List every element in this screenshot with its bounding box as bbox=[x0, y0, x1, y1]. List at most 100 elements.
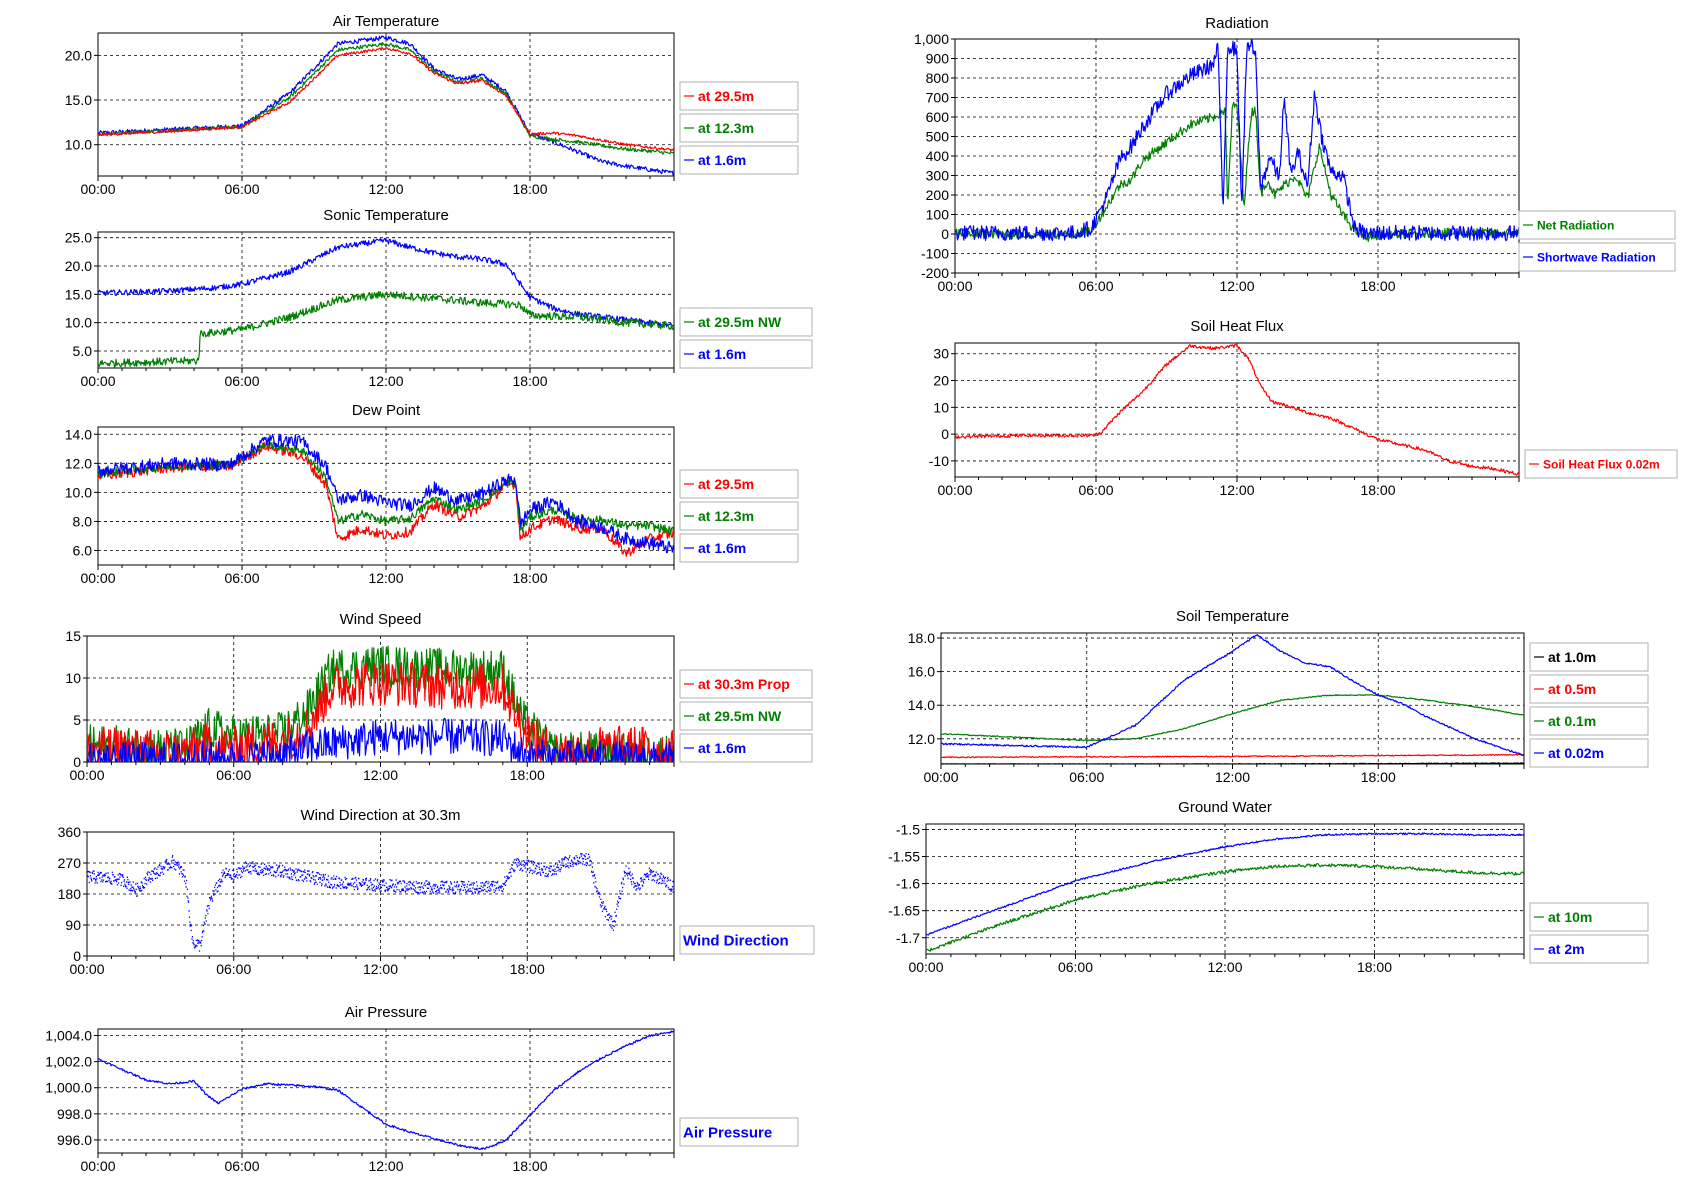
wind-speed-legend-at-29-5m-nw: at 29.5m NW bbox=[679, 701, 813, 731]
sonic-temperature-ytick-label: 20.0 bbox=[65, 258, 92, 274]
soil-heat-flux-xtick-label: 18:00 bbox=[1360, 482, 1395, 498]
sonic-temperature-legend-at-29-5m-nw: at 29.5m NW bbox=[679, 307, 813, 337]
soil-heat-flux-xtick-label: 06:00 bbox=[1078, 482, 1113, 498]
legend-label: at 29.5m bbox=[698, 476, 754, 492]
wind-direction-ytick-label: 90 bbox=[65, 917, 81, 933]
dew-point-legend-at-12-3m: at 12.3m bbox=[679, 501, 799, 531]
radiation-title: Radiation bbox=[1205, 15, 1268, 32]
radiation-legend-shortwave-radiation: Shortwave Radiation bbox=[1518, 242, 1676, 272]
air-pressure-xtick-label: 12:00 bbox=[368, 1158, 403, 1174]
wind-speed-legend-at-30-3m-prop: at 30.3m Prop bbox=[679, 669, 813, 699]
legend-box bbox=[1518, 242, 1676, 272]
soil-heat-flux-chart: Soil Heat Flux -10 0 10 20 30 00:00 06:00 12:00 1… bbox=[929, 318, 1678, 498]
radiation-ytick-label: 600 bbox=[926, 109, 950, 125]
wind-direction-ytick-label: 180 bbox=[58, 886, 82, 902]
ground-water-legend-at-10m: at 10m bbox=[1529, 902, 1649, 932]
soil-heat-flux-ytick-label: -10 bbox=[929, 453, 949, 469]
air-temperature-series-at-29-5m bbox=[98, 46, 674, 152]
legend-box bbox=[679, 1117, 799, 1147]
air-temperature-legend-at-1-6m: at 1.6m bbox=[679, 145, 799, 175]
air-pressure-ytick-label: 1,002.0 bbox=[45, 1054, 92, 1070]
legend-box bbox=[679, 701, 813, 731]
dew-point-ytick-label: 10.0 bbox=[65, 484, 92, 500]
soil-temperature-series-at-0-02m bbox=[941, 634, 1524, 757]
air-temperature-legend-at-29-5m: at 29.5m bbox=[679, 81, 799, 111]
legend-label: at 1.6m bbox=[698, 152, 746, 168]
legend-label: Soil Heat Flux 0.02m bbox=[1543, 457, 1660, 471]
sonic-temperature-xtick-label: 06:00 bbox=[224, 373, 259, 389]
wind-speed-ytick-label: 15 bbox=[65, 628, 81, 644]
dew-point-legend-at-1-6m: at 1.6m bbox=[679, 533, 799, 563]
legend-box bbox=[679, 469, 799, 499]
legend-box bbox=[1529, 738, 1649, 768]
legend-label: at 0.02m bbox=[1548, 745, 1604, 761]
air-temperature-ytick-label: 15.0 bbox=[65, 92, 92, 108]
soil-heat-flux-legend-soil-heat-flux-0-02m: Soil Heat Flux 0.02m bbox=[1524, 449, 1678, 479]
radiation-xtick-label: 18:00 bbox=[1360, 278, 1395, 294]
air-temperature-legend-at-12-3m: at 12.3m bbox=[679, 113, 799, 143]
air-temperature-xtick-label: 18:00 bbox=[512, 181, 547, 197]
radiation-xtick-label: 06:00 bbox=[1078, 278, 1113, 294]
soil-temperature-series-group bbox=[941, 634, 1524, 764]
legend-label: at 1.6m bbox=[698, 740, 746, 756]
wind-speed-ytick-label: 5 bbox=[73, 712, 81, 728]
soil-heat-flux-ytick-label: 20 bbox=[933, 373, 949, 389]
legend-label: at 29.5m bbox=[698, 88, 754, 104]
air-pressure-ytick-label: 996.0 bbox=[57, 1132, 92, 1148]
soil-temperature-series-at-0-5m bbox=[941, 753, 1524, 759]
radiation-ytick-label: 200 bbox=[926, 187, 950, 203]
soil-heat-flux-series-group bbox=[955, 344, 1519, 476]
soil-heat-flux-ytick-label: 0 bbox=[941, 426, 949, 442]
ground-water-xtick-label: 06:00 bbox=[1058, 959, 1093, 975]
wind-direction-xtick-label: 00:00 bbox=[69, 961, 104, 977]
radiation-xtick-label: 00:00 bbox=[937, 278, 972, 294]
ground-water-series-at-10m bbox=[926, 863, 1524, 952]
legend-box bbox=[1529, 706, 1649, 736]
wind-speed-chart: Wind Speed 0 5 10 15 00:00 06:00 12:00 18:00 at 3… bbox=[65, 611, 813, 783]
air-pressure-ytick-label: 1,000.0 bbox=[45, 1080, 92, 1096]
legend-label: at 2m bbox=[1548, 941, 1585, 957]
radiation-ytick-label: 1,000 bbox=[914, 31, 949, 47]
air-pressure-title: Air Pressure bbox=[345, 1004, 428, 1021]
ground-water-ytick-label: -1.55 bbox=[888, 849, 920, 865]
wind-speed-xtick-label: 00:00 bbox=[69, 767, 104, 783]
sonic-temperature-legend-at-1-6m: at 1.6m bbox=[679, 339, 813, 369]
legend-box bbox=[1524, 449, 1678, 479]
air-pressure-xtick-label: 18:00 bbox=[512, 1158, 547, 1174]
soil-heat-flux-title: Soil Heat Flux bbox=[1190, 318, 1284, 335]
ground-water-ytick-label: -1.7 bbox=[896, 930, 920, 946]
legend-label: at 29.5m NW bbox=[698, 314, 782, 330]
radiation-ytick-label: -200 bbox=[921, 265, 949, 281]
radiation-ytick-label: -100 bbox=[921, 246, 949, 262]
soil-temperature-ytick-label: 12.0 bbox=[908, 731, 935, 747]
air-temperature-series-group bbox=[98, 35, 674, 176]
wind-speed-ytick-label: 0 bbox=[73, 754, 81, 770]
dew-point-ytick-label: 12.0 bbox=[65, 455, 92, 471]
soil-heat-flux-ytick-label: 30 bbox=[933, 346, 949, 362]
legend-label: at 30.3m Prop bbox=[698, 676, 790, 692]
sonic-temperature-series-at-29-5m-nw bbox=[98, 291, 674, 368]
soil-heat-flux-series-soil-heat-flux-0-02m bbox=[955, 344, 1519, 476]
air-temperature-series-at-1-6m bbox=[98, 35, 674, 176]
legend-box bbox=[679, 669, 813, 699]
soil-temperature-legend-at-0-5m: at 0.5m bbox=[1529, 674, 1649, 704]
ground-water-xtick-label: 00:00 bbox=[908, 959, 943, 975]
wind-speed-series-at-1-6m bbox=[87, 717, 674, 762]
sonic-temperature-series-at-1-6m bbox=[98, 238, 674, 328]
ground-water-series-at-2m bbox=[926, 832, 1524, 936]
legend-label: at 0.5m bbox=[1548, 681, 1596, 697]
ground-water-xtick-label: 12:00 bbox=[1207, 959, 1242, 975]
air-temperature-xtick-label: 06:00 bbox=[224, 181, 259, 197]
soil-temperature-chart: Soil Temperature 12.0 14.0 16.0 18.0 00:00 06:… bbox=[908, 608, 1649, 785]
wind-speed-ytick-label: 10 bbox=[65, 670, 81, 686]
radiation-series-shortwave-radiation bbox=[955, 39, 1519, 242]
wind-speed-xtick-label: 12:00 bbox=[363, 767, 398, 783]
legend-box bbox=[679, 81, 799, 111]
air-pressure-ytick-label: 998.0 bbox=[57, 1106, 92, 1122]
legend-box bbox=[679, 113, 799, 143]
dew-point-xtick-label: 00:00 bbox=[80, 570, 115, 586]
wind-speed-xtick-label: 18:00 bbox=[510, 767, 545, 783]
legend-box bbox=[679, 307, 813, 337]
air-temperature-xtick-label: 00:00 bbox=[80, 181, 115, 197]
sonic-temperature-ytick-label: 15.0 bbox=[65, 286, 92, 302]
